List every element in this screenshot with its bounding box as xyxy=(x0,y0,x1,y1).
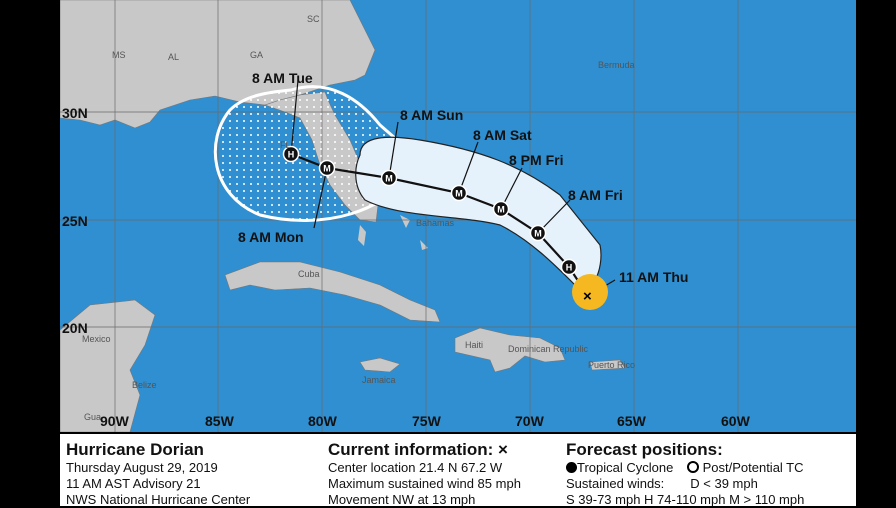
track-point-intensity: H xyxy=(566,263,573,273)
jamaica xyxy=(359,357,401,373)
label-bahamas: Bahamas xyxy=(416,218,455,228)
legend-panel: Hurricane Dorian Thursday August 29, 201… xyxy=(60,432,856,507)
filled-circle-icon xyxy=(566,462,577,473)
hurricane-forecast-map: H M M M M M H × 8 AM Tue 8 AM Mon 8 AM Sun 8 AM… xyxy=(59,0,856,433)
center-location: Center location 21.4 N 67.2 W xyxy=(328,460,503,475)
lon-label-80w: 80W xyxy=(308,413,338,429)
state-label-sc: SC xyxy=(307,14,320,24)
current-position-wind-field xyxy=(572,274,608,310)
lon-label-75w: 75W xyxy=(412,413,442,429)
state-label-al: AL xyxy=(168,52,179,62)
lat-label-25n: 25N xyxy=(62,213,88,229)
label-cuba: Cuba xyxy=(298,269,320,279)
track-point-marker xyxy=(450,184,468,202)
open-circle-icon xyxy=(686,461,699,473)
lon-label-85w: 85W xyxy=(205,413,235,429)
label-mexico: Mexico xyxy=(82,334,111,344)
intensity-categories: S 39-73 mph H 74-110 mph M > 110 mph xyxy=(566,492,805,507)
lat-label-30n: 30N xyxy=(62,105,88,121)
hispaniola xyxy=(454,327,566,373)
state-label-ga: GA xyxy=(250,50,263,60)
tropical-cyclone-label: Tropical Cyclone xyxy=(577,460,674,475)
label-8pm-fri: 8 PM Fri xyxy=(509,152,563,168)
storm-name: Hurricane Dorian xyxy=(66,440,204,459)
label-jamaica: Jamaica xyxy=(362,375,396,385)
track-point-intensity: M xyxy=(497,205,505,215)
lon-label-60w: 60W xyxy=(721,413,751,429)
label-dominican-republic: Dominican Republic xyxy=(508,344,589,354)
track-point-marker xyxy=(318,159,336,177)
track-point-marker xyxy=(380,169,398,187)
state-label-fl: FL xyxy=(280,140,291,150)
track-point-marker xyxy=(529,224,547,242)
advisory-date: Thursday August 29, 2019 xyxy=(66,460,218,475)
lon-label-65w: 65W xyxy=(617,413,647,429)
track-point-intensity: M xyxy=(323,164,331,174)
track-point-intensity: M xyxy=(385,174,393,184)
track-point-intensity: H xyxy=(288,150,295,160)
state-label-ms: MS xyxy=(112,50,126,60)
track-point-marker xyxy=(560,258,578,276)
lat-label-20n: 20N xyxy=(62,320,88,336)
max-wind: Maximum sustained wind 85 mph xyxy=(328,476,521,491)
label-haiti: Haiti xyxy=(465,340,483,350)
label-belize: Belize xyxy=(132,380,157,390)
lon-label-90w: 90W xyxy=(100,413,130,429)
label-8am-mon: 8 AM Mon xyxy=(238,229,304,245)
forecast-positions-title: Forecast positions: xyxy=(566,440,723,459)
label-8am-tue: 8 AM Tue xyxy=(252,70,313,86)
cuba xyxy=(224,261,441,323)
us-landmass xyxy=(59,0,376,129)
sustained-winds-label: Sustained winds: xyxy=(566,476,665,491)
issuing-center: NWS National Hurricane Center xyxy=(66,492,251,507)
label-puerto-rico: Puerto Rico xyxy=(588,360,635,370)
label-8am-fri: 8 AM Fri xyxy=(568,187,623,203)
advisory-number: 11 AM AST Advisory 21 xyxy=(66,476,201,491)
depression-range: D < 39 mph xyxy=(690,476,758,491)
post-tc-label: Post/Potential TC xyxy=(702,460,804,475)
track-point-intensity: M xyxy=(534,229,542,239)
label-guatemala: Gua xyxy=(84,412,101,422)
movement: Movement NW at 13 mph xyxy=(328,492,476,507)
track-point-marker xyxy=(492,200,510,218)
puerto-rico xyxy=(589,359,626,371)
current-info-title: Current information: × xyxy=(328,440,508,459)
lon-label-70w: 70W xyxy=(515,413,545,429)
current-position-x-icon: × xyxy=(583,288,592,305)
label-8am-sun: 8 AM Sun xyxy=(400,107,463,123)
label-11am-thu: 11 AM Thu xyxy=(619,269,689,285)
label-8am-sat: 8 AM Sat xyxy=(473,127,532,143)
track-point-intensity: M xyxy=(455,189,463,199)
track-point-marker xyxy=(282,145,300,163)
label-bermuda: Bermuda xyxy=(598,60,635,70)
